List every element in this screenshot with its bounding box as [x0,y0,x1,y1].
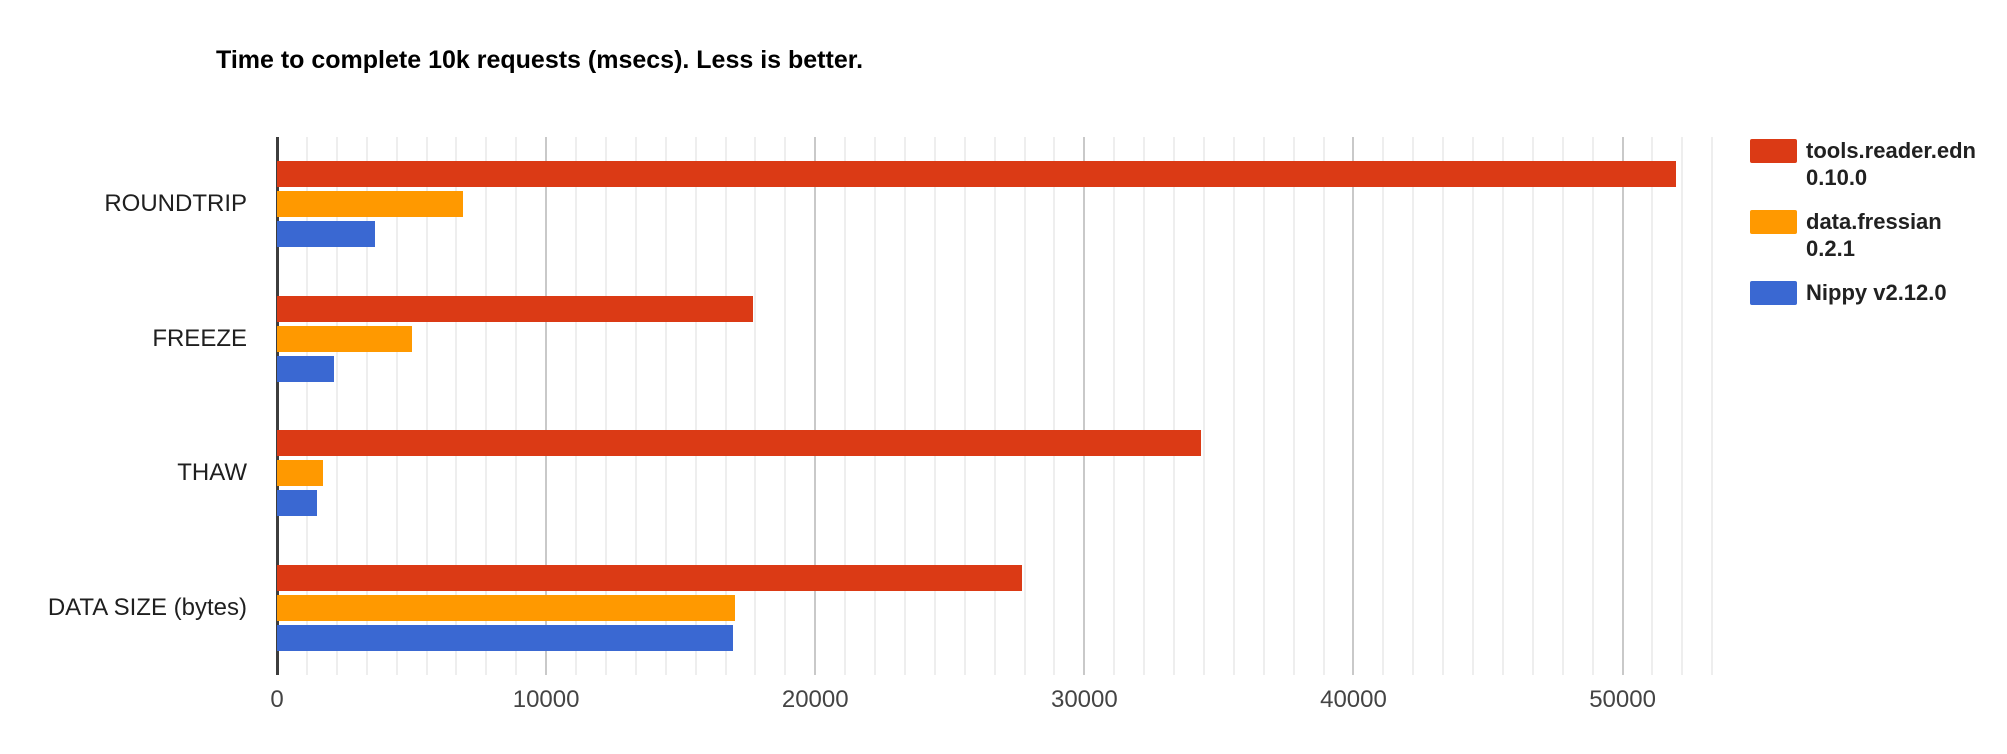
legend-swatch-icon [1750,281,1797,305]
x-tick-label: 0 [270,686,284,713]
minor-gridline [1412,137,1415,675]
minor-gridline [1322,137,1325,675]
minor-gridline [1143,137,1146,675]
value-axis-line [276,137,279,675]
bar-freeze-s0 [277,295,754,322]
legend-swatch-icon [1750,210,1797,234]
bar-freeze-s2 [277,355,334,382]
minor-gridline [365,137,368,675]
minor-gridline [784,137,787,675]
minor-gridline [874,137,877,675]
category-label: DATA SIZE (bytes) [47,593,247,621]
minor-gridline [425,137,428,675]
bar-roundtrip-s1 [277,191,463,218]
bar-roundtrip-s2 [277,221,376,248]
legend-label: tools.reader.edn 0.10.0 [1806,138,1976,190]
legend-label: data.fressian 0.2.1 [1806,209,1942,261]
minor-gridline [485,137,488,675]
plot-area [276,137,1741,675]
minor-gridline [335,137,338,675]
major-gridline [1083,137,1086,675]
minor-gridline [664,137,667,675]
x-tick-label: 50000 [1589,686,1656,713]
minor-gridline [1442,137,1445,675]
minor-gridline [754,137,757,675]
chart-title: Time to complete 10k requests (msecs). L… [216,46,864,74]
category-label: FREEZE [152,324,247,352]
major-gridline [1352,137,1355,675]
category-axis: ROUNDTRIP FREEZE THAW DATA SIZE (bytes) [0,137,247,675]
x-axis: 0 10000 20000 30000 40000 50000 [270,686,1741,726]
minor-gridline [1561,137,1564,675]
major-gridline [545,137,548,675]
minor-gridline [1681,137,1684,675]
bar-data-size-bytes--s0 [277,564,1023,591]
minor-gridline [1531,137,1534,675]
minor-gridline [634,137,637,675]
x-tick-label: 30000 [1050,686,1118,713]
minor-gridline [1202,137,1205,675]
minor-gridline [1053,137,1056,675]
minor-gridline [395,137,398,675]
minor-gridline [604,137,607,675]
minor-gridline [1023,137,1026,675]
category-label: ROUNDTRIP [104,190,247,218]
bar-roundtrip-s0 [277,161,1677,188]
minor-gridline [1113,137,1116,675]
minor-gridline [1472,137,1475,675]
legend-label: Nippy v2.12.0 [1806,280,1947,305]
x-tick-label: 20000 [781,686,849,713]
minor-gridline [1591,137,1594,675]
major-gridline [814,137,817,675]
major-gridline [1621,137,1624,675]
minor-gridline [1711,137,1714,675]
bar-freeze-s1 [277,325,412,352]
bar-data-size-bytes--s2 [277,624,734,651]
minor-gridline [1651,137,1654,675]
x-tick-label: 40000 [1320,686,1387,713]
minor-gridline [903,137,906,675]
minor-gridline [844,137,847,675]
bar-thaw-s0 [277,430,1202,457]
minor-gridline [963,137,966,675]
minor-gridline [694,137,697,675]
minor-gridline [575,137,578,675]
legend-swatch-icon [1750,139,1797,163]
legend: tools.reader.edn 0.10.0 data.fressian 0.2… [1750,137,2002,323]
bar-thaw-s2 [277,490,318,517]
minor-gridline [515,137,518,675]
minor-gridline [724,137,727,675]
minor-gridline [1292,137,1295,675]
bar-thaw-s1 [277,460,323,487]
category-label: THAW [177,459,247,487]
minor-gridline [1382,137,1385,675]
minor-gridline [1173,137,1176,675]
minor-gridline [993,137,996,675]
legend-item: tools.reader.edn 0.10.0 [1750,137,2002,191]
legend-item: Nippy v2.12.0 [1750,279,2002,306]
bar-data-size-bytes--s1 [277,594,735,621]
minor-gridline [455,137,458,675]
minor-gridline [1262,137,1265,675]
minor-gridline [1232,137,1235,675]
legend-item: data.fressian 0.2.1 [1750,208,2002,262]
minor-gridline [933,137,936,675]
x-tick-label: 10000 [512,686,580,713]
minor-gridline [1501,137,1504,675]
minor-gridline [305,137,308,675]
